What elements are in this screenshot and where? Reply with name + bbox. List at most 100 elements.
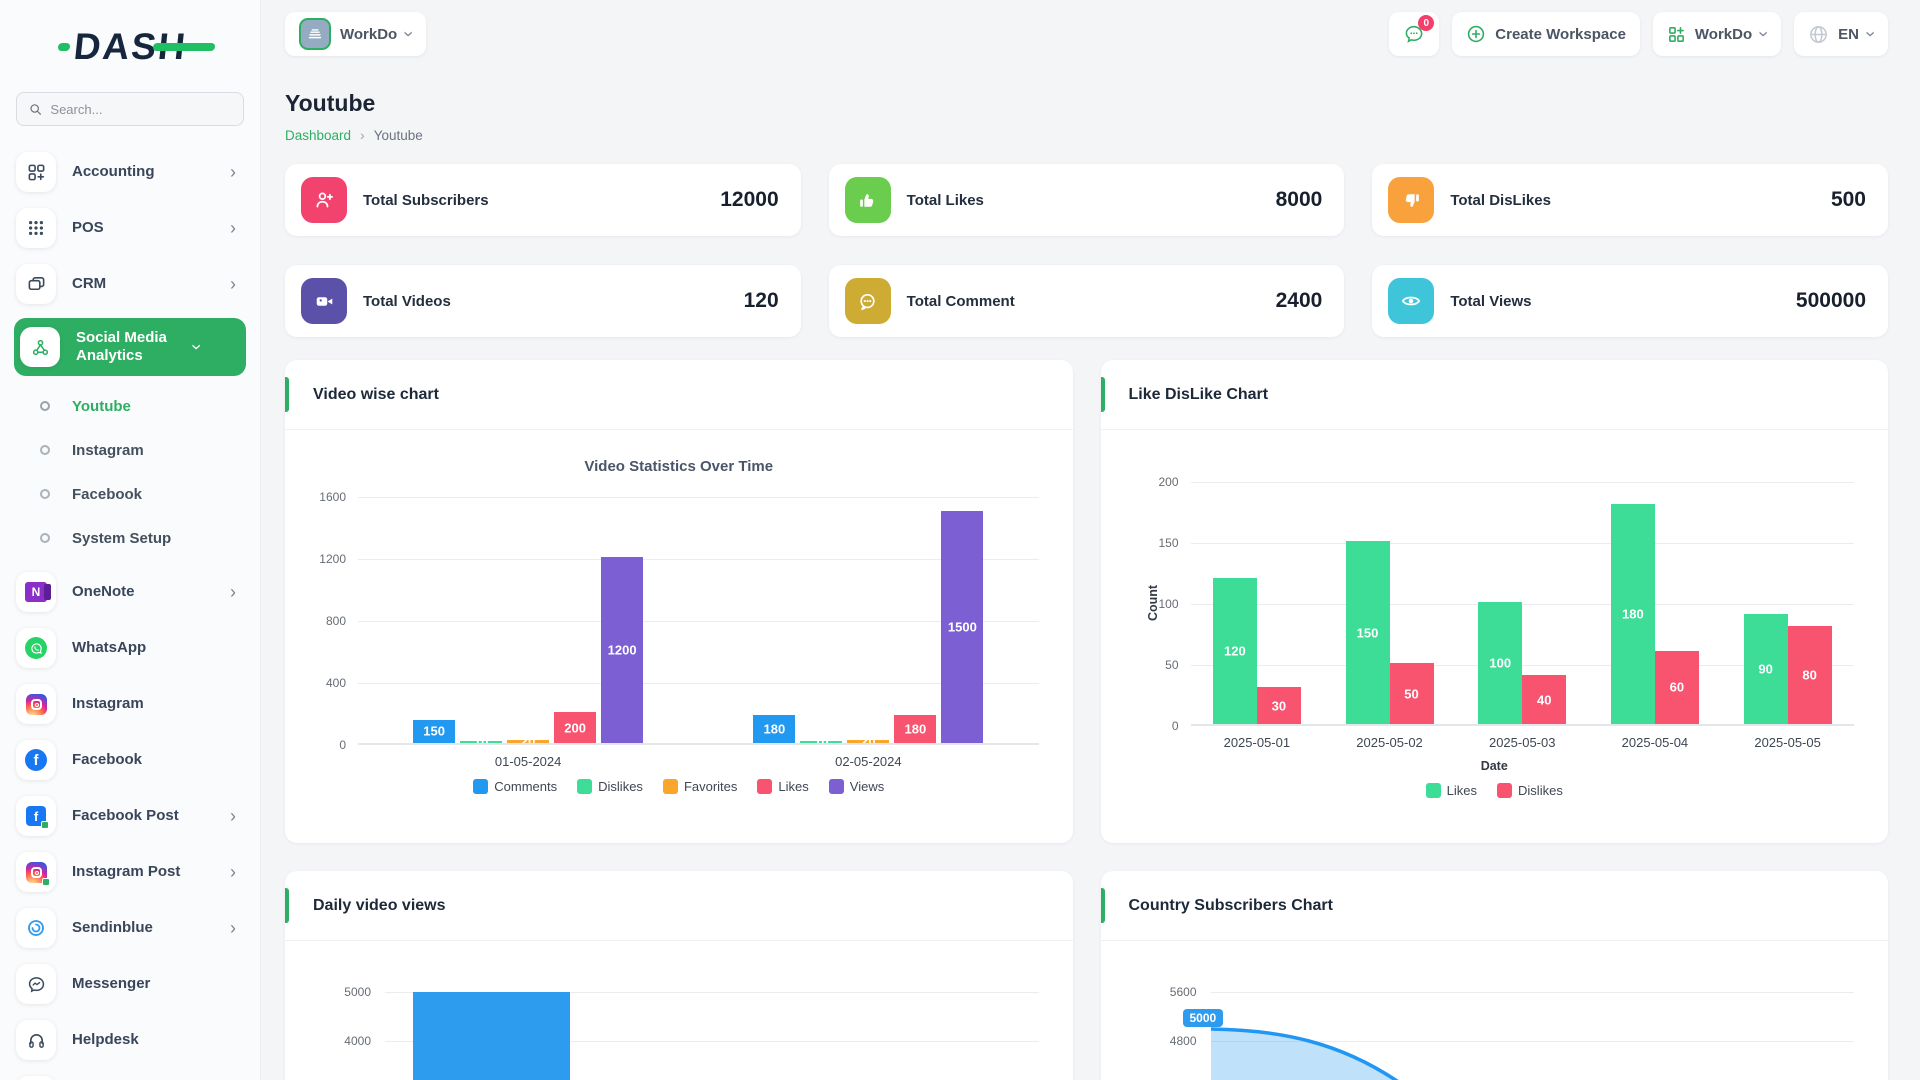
card-header: Video wise chart xyxy=(285,360,1073,430)
bar-value-label: 180 xyxy=(763,721,786,737)
chevron-right-icon: › xyxy=(230,918,236,938)
sidebar-subitem-facebook[interactable]: Facebook xyxy=(14,472,246,516)
stat-card-total-likes: Total Likes 8000 xyxy=(828,164,1345,236)
bar-group: 150 10 20 200 1200 xyxy=(413,557,644,743)
sidebar: DASH Accounting › POS › xyxy=(0,0,260,1080)
bullet-circle-icon xyxy=(40,401,50,411)
accounting-icon xyxy=(16,152,56,192)
data-bar: 150 xyxy=(1345,541,1390,724)
sidebar-item-messenger[interactable]: Messenger xyxy=(16,961,244,1007)
page-title: Youtube xyxy=(285,90,376,116)
facebook-icon: f xyxy=(16,740,56,780)
chevron-right-icon: › xyxy=(230,806,236,826)
messages-button[interactable]: 0 xyxy=(1389,12,1440,56)
y-tick-label: 0 xyxy=(1171,719,1179,733)
stat-card-total-subscribers: Total Subscribers 12000 xyxy=(285,164,801,236)
chart-plot: 5000 4000 xyxy=(344,981,1039,1080)
y-tick-label: 4800 xyxy=(1169,1034,1197,1048)
y-tick-label: 100 xyxy=(1158,597,1179,611)
search-icon xyxy=(30,103,41,115)
bar-value-label: 180 xyxy=(904,721,927,737)
sidebar-item-facebook[interactable]: f Facebook xyxy=(16,737,244,783)
x-tick-label: 2025-05-01 xyxy=(1223,735,1291,750)
sidebar-item-sendinblue[interactable]: Sendinblue › xyxy=(16,905,244,951)
legend-label: Views xyxy=(849,779,885,794)
data-bar xyxy=(413,992,570,1080)
grid-plus-icon xyxy=(1668,26,1684,42)
bullet-circle-icon xyxy=(40,533,50,543)
y-tick-label: 4000 xyxy=(344,1034,371,1048)
messages-count-badge: 0 xyxy=(1418,15,1435,31)
breadcrumb-separator-icon: › xyxy=(360,127,365,143)
bar-group: 90 80 xyxy=(1743,614,1832,724)
data-bar: 40 xyxy=(1522,675,1567,724)
main-content: WorkDo › 0 Create Workspace WorkDo › xyxy=(260,0,1920,1080)
instagram-icon xyxy=(16,684,56,724)
breadcrumb-dashboard-link[interactable]: Dashboard xyxy=(285,127,352,143)
sidebar-item-crm[interactable]: CRM › xyxy=(16,261,244,307)
video-wise-chart-card: Video wise chart Video Statistics Over T… xyxy=(285,360,1073,843)
legend-item: Favorites xyxy=(662,779,737,794)
create-workspace-button[interactable]: Create Workspace xyxy=(1452,12,1640,56)
sidebar-item-accounting[interactable]: Accounting › xyxy=(16,149,244,195)
thumbs-down-icon xyxy=(1388,177,1435,223)
chart-plot: 5600 4800 5000 xyxy=(1170,981,1854,1080)
sidebar-item-settings[interactable]: ⚙ Settings › xyxy=(16,1073,244,1080)
chevron-down-icon: › xyxy=(187,344,207,350)
charts-row-1: Video wise chart Video Statistics Over T… xyxy=(285,360,1888,843)
sidebar-item-label: Accounting xyxy=(72,163,155,180)
bar-value-label: 80 xyxy=(1802,667,1817,683)
gridline xyxy=(358,559,1039,560)
workspace-selector[interactable]: WorkDo › xyxy=(285,12,427,56)
sidebar-item-instagram[interactable]: Instagram xyxy=(16,681,244,727)
gridline xyxy=(385,1041,1039,1042)
sidebar-item-instagram-post[interactable]: Instagram Post › xyxy=(16,849,244,895)
search-input[interactable] xyxy=(50,101,231,117)
card-header: Like DisLike Chart xyxy=(1100,360,1888,430)
bar-value-label: 1500 xyxy=(947,619,977,635)
language-selector[interactable]: EN › xyxy=(1794,12,1888,56)
sidebar-item-whatsapp[interactable]: WhatsApp xyxy=(16,625,244,671)
sidebar-item-social-media-analytics[interactable]: Social Media Analytics › xyxy=(14,318,246,376)
y-tick-label: 1600 xyxy=(319,490,346,504)
data-point-label: 5000 xyxy=(1182,1009,1224,1027)
x-tick-label: 02-05-2024 xyxy=(835,754,902,769)
y-tick-label: 200 xyxy=(1158,475,1179,489)
workspace-name: WorkDo xyxy=(340,25,398,43)
plus-circle-icon xyxy=(1468,25,1485,43)
daily-video-views-chart: 5000 4000 xyxy=(285,941,1073,1080)
bar-group: 120 30 xyxy=(1212,577,1301,724)
bar-value-label: 150 xyxy=(423,723,445,739)
sidebar-item-helpdesk[interactable]: Helpdesk xyxy=(16,1017,244,1063)
gridline xyxy=(385,992,1039,993)
bar-value-label: 100 xyxy=(1489,655,1512,671)
legend-swatch xyxy=(1497,783,1513,798)
sidebar-item-onenote[interactable]: N OneNote › xyxy=(16,569,244,615)
x-tick-label: 2025-05-03 xyxy=(1488,735,1556,750)
breadcrumb: Dashboard › Youtube xyxy=(285,127,1888,143)
workdo-dropdown[interactable]: WorkDo › xyxy=(1652,12,1782,56)
data-bar: 180 xyxy=(1610,504,1655,724)
x-axis-title: Date xyxy=(1480,759,1508,773)
y-tick-label: 0 xyxy=(339,738,346,752)
bar-value-label: 20 xyxy=(861,740,875,743)
sidebar-subitem-instagram[interactable]: Instagram xyxy=(14,428,246,472)
stat-card-total-videos: Total Videos 120 xyxy=(285,265,801,337)
sidebar-subitem-youtube[interactable]: Youtube xyxy=(14,384,246,428)
legend-item: Likes xyxy=(757,779,809,794)
sidebar-item-facebook-post[interactable]: f Facebook Post › xyxy=(16,793,244,839)
sidebar-subitem-system-setup[interactable]: System Setup xyxy=(14,516,246,560)
chevron-right-icon: › xyxy=(230,274,236,294)
sidebar-nav: Accounting › POS › CRM › xyxy=(14,144,246,1080)
data-bar: 120 xyxy=(1212,577,1257,724)
bar-group: 180 10 20 180 1500 xyxy=(753,510,984,743)
chevron-down-icon: › xyxy=(1861,31,1881,37)
stats-grid: Total Subscribers 12000 Total Likes 8000… xyxy=(285,164,1888,337)
data-bar: 1200 xyxy=(601,557,644,743)
legend-label: Likes xyxy=(1446,783,1478,798)
sendinblue-icon xyxy=(16,908,56,948)
chart-legend: Comments Dislikes Favorites Likes Views xyxy=(313,779,1045,794)
brand-logo[interactable]: DASH xyxy=(14,26,246,68)
sidebar-item-pos[interactable]: POS › xyxy=(16,205,244,251)
sidebar-search[interactable] xyxy=(16,92,244,126)
